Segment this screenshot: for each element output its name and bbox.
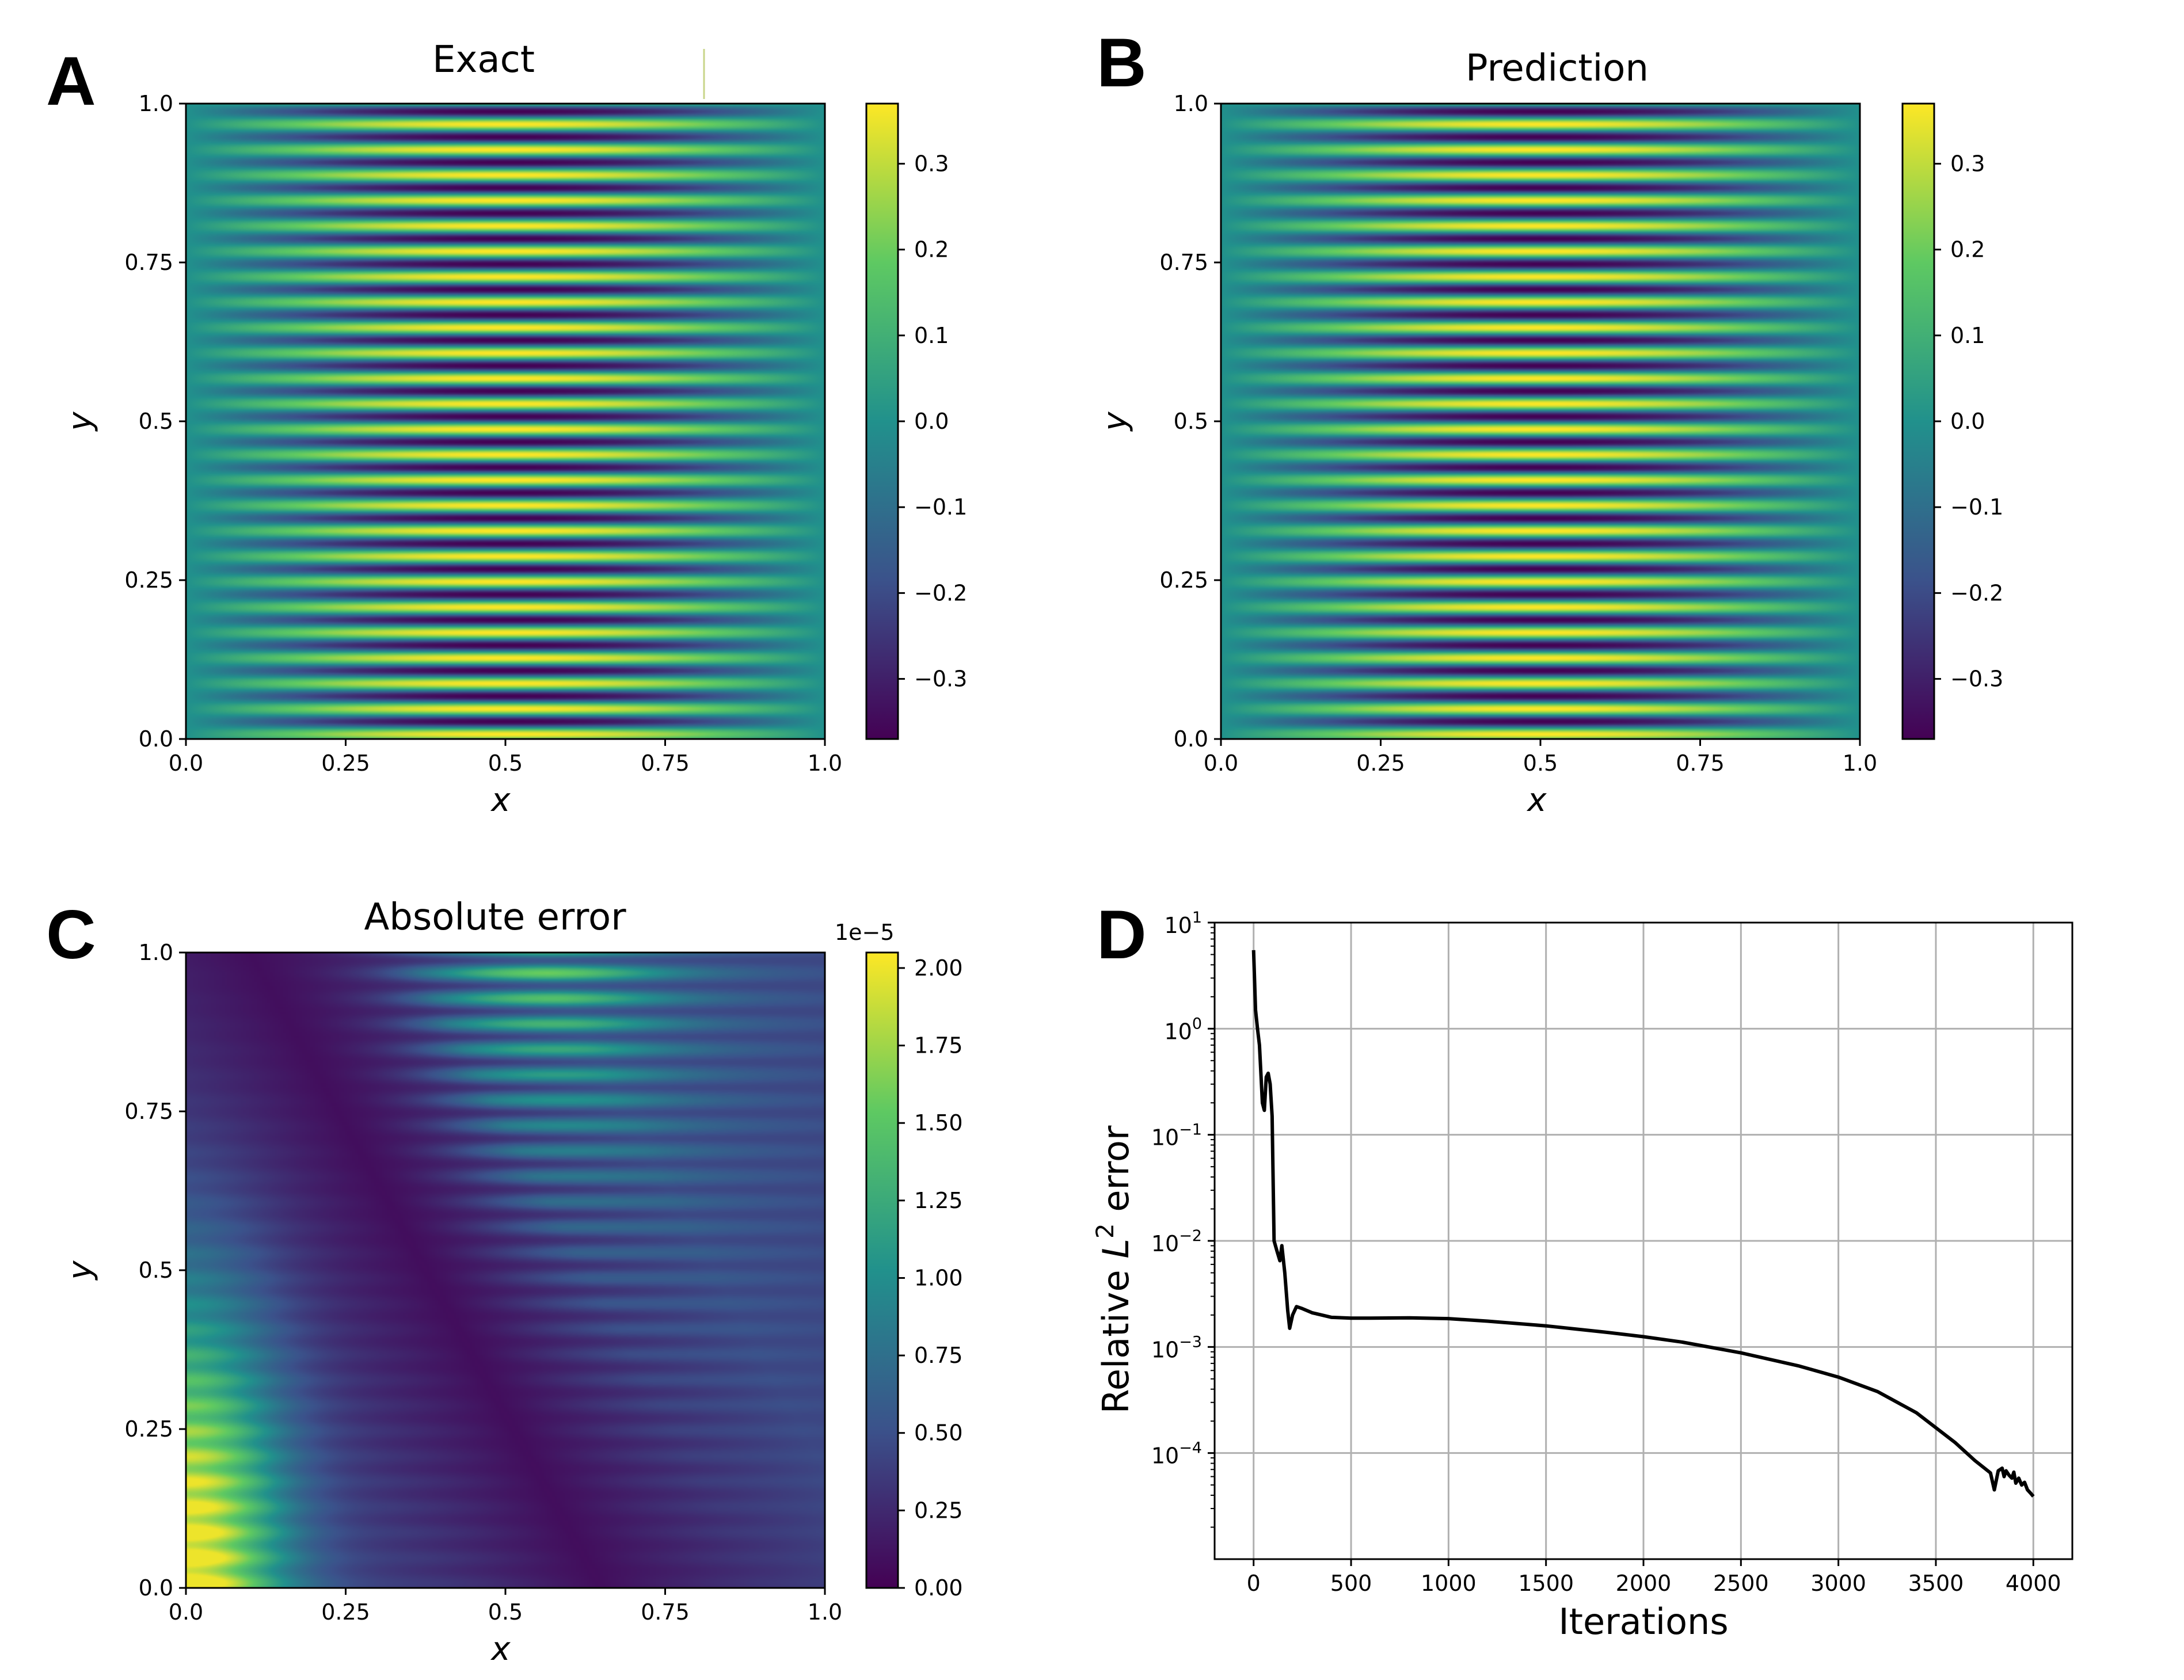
- panel-c-error-heatmap: 0.0 0.25 0.5 0.75 1.0 0.0 0.25 0.5 0.75 1.0 x y 0.00…: [62, 920, 963, 1668]
- panel-b-colorbar-tick-label: −0.1: [1950, 494, 2003, 520]
- panel-a-colorbar-tick-label: 0.1: [914, 323, 949, 348]
- panel-d-x-tick-label: 1500: [1518, 1571, 1574, 1596]
- panel-b-colorbar-tick-label: 0.0: [1950, 409, 1985, 434]
- panel-c-xlabel: x: [490, 1631, 511, 1668]
- panel-a-x-tick-label: 0.0: [169, 751, 203, 776]
- panel-a-field-image: [186, 104, 825, 739]
- panel-d-x-tick-label: 0: [1247, 1571, 1261, 1596]
- panel-b-ylabel: y: [1097, 412, 1134, 432]
- panel-d-x-tick-label: 2000: [1616, 1571, 1672, 1596]
- panel-c-title: Absolute error: [364, 896, 627, 939]
- panel-a-colorbar-tick-label: 0.2: [914, 237, 949, 262]
- panel-c-y-tick-label: 1.0: [139, 940, 173, 965]
- panel-b-y-tick-label: 0.5: [1174, 409, 1208, 434]
- panel-d-y-tick-label: 10−1: [1151, 1121, 1202, 1151]
- panel-c-colorbar-tick-label: 1.75: [914, 1033, 963, 1058]
- panel-d-series-line: [1251, 950, 2035, 1498]
- panel-b-title: Prediction: [1466, 47, 1649, 90]
- panel-c-x-tick-label: 0.0: [169, 1599, 203, 1625]
- panel-c-ylabel: y: [62, 1260, 99, 1281]
- panel-a-colorbar-tick-label: −0.1: [914, 494, 967, 520]
- panel-c-y-tick-label: 0.75: [124, 1099, 173, 1124]
- panel-c-colorbar-tick-label: 0.25: [914, 1498, 963, 1523]
- panel-d-xlabel: Iterations: [1558, 1601, 1728, 1643]
- panel-letter-a: A: [46, 43, 96, 120]
- panel-a-colorbar-tick-label: −0.2: [914, 580, 967, 605]
- panel-b-colorbar-tick-label: 0.3: [1950, 151, 1985, 176]
- panel-a-colorbar-tick-label: 0.0: [914, 409, 949, 434]
- panel-d-ylabel: Relative L2 error: [1091, 1125, 1137, 1414]
- panel-a-y-tick-label: 0.0: [139, 726, 173, 752]
- panel-a-title: Exact: [432, 39, 535, 81]
- panel-b-y-tick-label: 1.0: [1174, 91, 1208, 116]
- panel-d-x-tick-label: 500: [1330, 1571, 1372, 1596]
- panel-b-x-tick-label: 0.0: [1204, 751, 1238, 776]
- panel-c-colorbar-tick-label: 0.50: [914, 1420, 963, 1446]
- panel-c-y-tick-label: 0.25: [124, 1416, 173, 1442]
- panel-b-field-image: [1221, 104, 1860, 739]
- panel-b-x-tick-label: 0.75: [1676, 751, 1725, 776]
- panel-b-colorbar-tick-label: 0.1: [1950, 323, 1985, 348]
- panel-b-x-tick-label: 0.5: [1523, 751, 1558, 776]
- panel-letter-c: C: [46, 896, 96, 973]
- panel-c-x-tick-label: 0.25: [321, 1599, 370, 1625]
- panel-d-x-tick-label: 3500: [1908, 1571, 1964, 1596]
- panel-a-x-tick-label: 0.25: [321, 751, 370, 776]
- panel-d-y-tick-label: 101: [1164, 909, 1202, 938]
- panel-c-x-tick-label: 1.0: [808, 1599, 842, 1625]
- panel-b-colorbar: [1901, 102, 1935, 740]
- panel-d-error-curve: 0 500 1000 1500 2000 2500 3000 3500 4000 10−4 10−3…: [1091, 909, 2073, 1643]
- panel-c-colorbar-multiplier: 1e−5: [835, 920, 895, 945]
- panel-d-x-tick-label: 3000: [1810, 1571, 1866, 1596]
- panel-d-y-tick-label: 10−2: [1151, 1227, 1202, 1256]
- panel-d-x-tick-label: 2500: [1713, 1571, 1769, 1596]
- panel-c-colorbar-tick-label: 0.00: [914, 1575, 963, 1601]
- panel-a-xlabel: x: [490, 782, 511, 819]
- panel-c-colorbar-tick-label: 2.00: [914, 955, 963, 981]
- panel-d-series-group: [1251, 950, 2035, 1498]
- panel-d-y-tick-label: 10−3: [1151, 1333, 1202, 1362]
- panel-b-colorbar-tick-label: −0.3: [1950, 666, 2003, 692]
- panel-d-x-tick-label: 4000: [2006, 1571, 2061, 1596]
- panel-a-x-tick-label: 0.75: [641, 751, 690, 776]
- panel-c-colorbar-tick-label: 0.75: [914, 1343, 963, 1368]
- panel-b-x-tick-label: 1.0: [1843, 751, 1877, 776]
- panel-a-y-tick-label: 0.25: [124, 567, 173, 593]
- panel-letter-b: B: [1097, 24, 1147, 101]
- panel-b-y-tick-label: 0.0: [1174, 726, 1208, 752]
- panel-c-colorbar-tick-label: 1.00: [914, 1265, 963, 1290]
- panel-a-ylabel: y: [62, 412, 99, 432]
- panel-b-colorbar-tick-label: 0.2: [1950, 237, 1985, 262]
- panel-a-colorbar-tick-label: 0.3: [914, 151, 949, 176]
- panel-a-colorbar-tick-label: −0.3: [914, 666, 967, 692]
- panel-b-y-tick-label: 0.75: [1159, 250, 1208, 275]
- panel-d-y-tick-label: 10−4: [1151, 1439, 1202, 1469]
- panel-a-y-tick-label: 0.5: [139, 409, 173, 434]
- panel-c-x-tick-label: 0.75: [641, 1599, 690, 1625]
- panel-d-x-tick-label: 1000: [1421, 1571, 1477, 1596]
- panel-letter-d: D: [1097, 896, 1147, 973]
- panel-b-x-tick-label: 0.25: [1356, 751, 1405, 776]
- panel-b-y-tick-label: 0.25: [1159, 567, 1208, 593]
- panel-a-y-tick-label: 1.0: [139, 91, 173, 116]
- panel-c-x-tick-label: 0.5: [488, 1599, 523, 1625]
- panel-c-y-tick-label: 0.0: [139, 1575, 173, 1601]
- panel-a-colorbar: [865, 102, 899, 740]
- panel-c-field-image: [186, 953, 825, 1588]
- panel-c-colorbar-tick-label: 1.25: [914, 1188, 963, 1213]
- panel-a-y-tick-label: 0.75: [124, 250, 173, 275]
- panel-c-colorbar-tick-label: 1.50: [914, 1110, 963, 1136]
- panel-a-exact-heatmap: 0.0 0.25 0.5 0.75 1.0 0.0 0.25 0.5 0.75 1.0 x y −0.3…: [62, 91, 967, 819]
- panel-b-colorbar-tick-label: −0.2: [1950, 580, 2003, 605]
- panel-c-colorbar: [865, 951, 899, 1589]
- panel-b-xlabel: x: [1526, 782, 1547, 819]
- panel-b-prediction-heatmap: 0.0 0.25 0.5 0.75 1.0 0.0 0.25 0.5 0.75 1.0 x y −0.3…: [1097, 91, 2003, 819]
- panel-a-x-tick-label: 1.0: [808, 751, 842, 776]
- panel-c-y-tick-label: 0.5: [139, 1258, 173, 1283]
- panel-d-y-tick-label: 100: [1164, 1015, 1202, 1044]
- panel-a-x-tick-label: 0.5: [488, 751, 523, 776]
